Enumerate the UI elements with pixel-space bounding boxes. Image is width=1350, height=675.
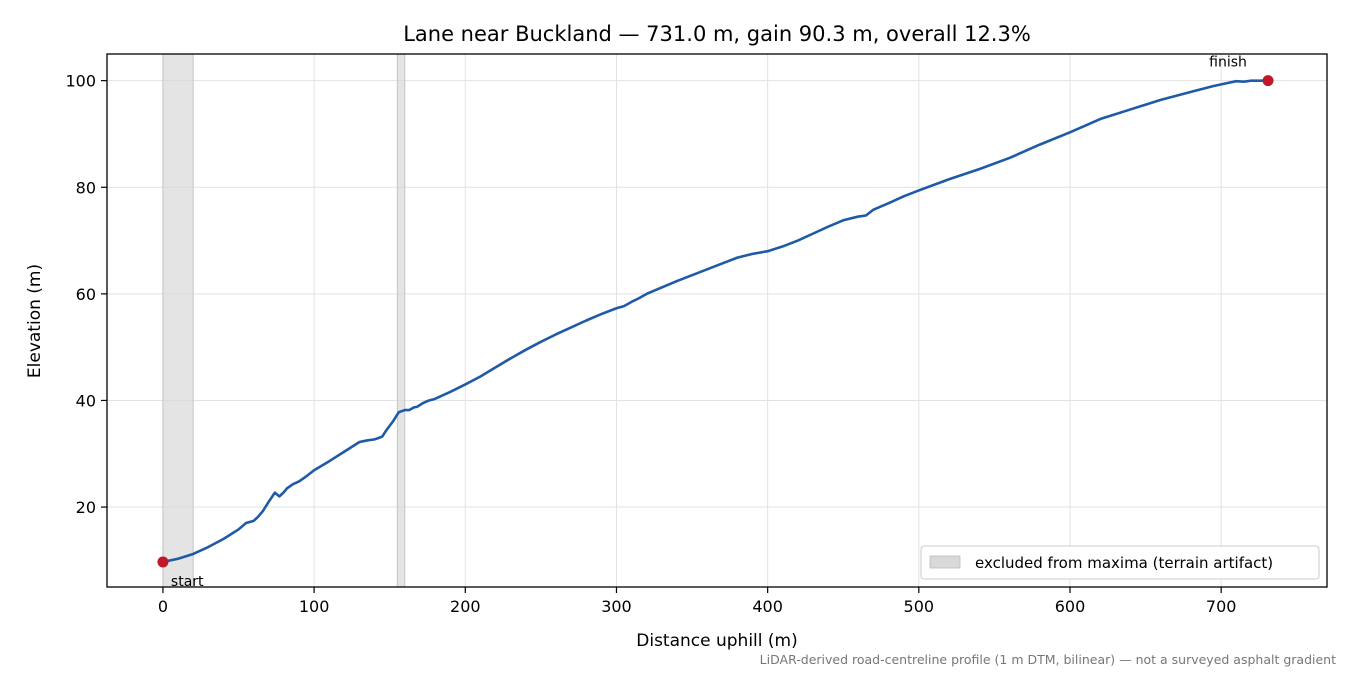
y-tick-label: 80	[76, 178, 96, 197]
x-tick-label: 300	[601, 597, 632, 616]
x-tick-label: 500	[904, 597, 935, 616]
grid	[107, 54, 1327, 587]
endpoint-markers: start finish	[157, 55, 1274, 590]
x-tick-label: 0	[158, 597, 168, 616]
excluded-band	[162, 53, 194, 588]
excluded-band	[396, 53, 406, 588]
footnote: LiDAR-derived road-centreline profile (1…	[760, 652, 1336, 667]
finish-label: finish	[1209, 55, 1247, 71]
x-tick-label: 100	[299, 597, 330, 616]
start-marker	[157, 556, 169, 568]
start-label: start	[171, 574, 204, 590]
x-tick-label: 200	[450, 597, 481, 616]
y-tick-label: 100	[65, 72, 96, 91]
elevation-line	[161, 79, 1270, 564]
y-tick-label: 40	[76, 391, 96, 410]
legend-box	[920, 545, 1320, 580]
x-tick-label: 400	[752, 597, 783, 616]
y-axis-label: Elevation (m)	[25, 264, 45, 378]
finish-marker	[1262, 75, 1274, 87]
x-tick-label: 600	[1055, 597, 1086, 616]
axis-ticks: 0 100 200 300 400 500 600 700 20 40 60 80 100	[65, 72, 1236, 616]
legend-swatch	[929, 555, 961, 569]
y-tick-label: 20	[76, 498, 96, 517]
y-tick-label: 60	[76, 285, 96, 304]
legend-label: excluded from maxima (terrain artifact)	[975, 554, 1273, 572]
excluded-bands	[162, 53, 406, 588]
x-axis-label: Distance uphill (m)	[636, 631, 797, 651]
x-tick-label: 700	[1206, 597, 1237, 616]
legend: excluded from maxima (terrain artifact)	[920, 545, 1320, 580]
chart-title: Lane near Buckland — 731.0 m, gain 90.3 …	[403, 22, 1031, 46]
plot-frame	[106, 53, 1328, 588]
